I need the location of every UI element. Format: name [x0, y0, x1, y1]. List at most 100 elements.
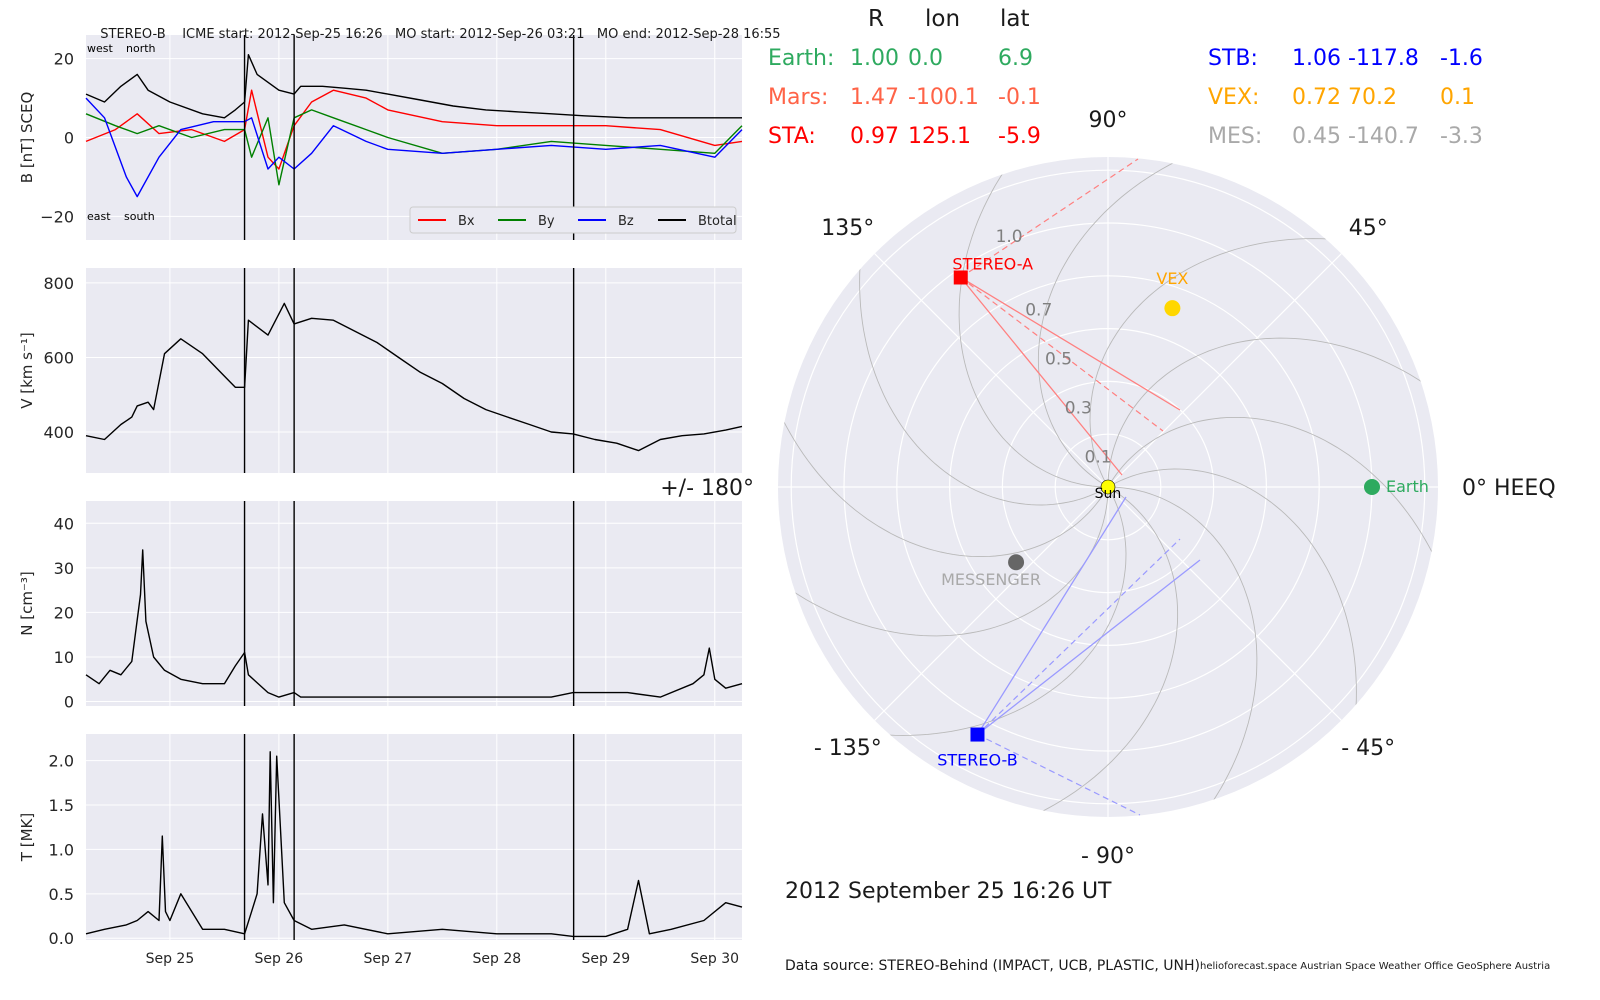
table-cell-name: STB: [1208, 46, 1258, 71]
body-label: MESSENGER [941, 570, 1041, 589]
x-tick-label: Sep 29 [581, 951, 630, 967]
y-axis-label: T [MK] [18, 813, 36, 862]
parker-spiral-line [859, 230, 1104, 506]
table-cell-r: 0.72 [1292, 85, 1341, 110]
angle-label: - 45° [1341, 736, 1395, 761]
x-tick-label: Sep 26 [255, 951, 304, 967]
parker-spiral-line [851, 491, 1127, 736]
angular-gridline [1107, 253, 1342, 488]
y-tick-label: 0.0 [49, 929, 74, 948]
radial-tick-label: 1.0 [996, 227, 1023, 247]
panel-N: 0 10 20 30 40 N [cm⁻³] [18, 501, 743, 712]
body-marker [1164, 300, 1181, 317]
y-tick-label: 20 [54, 50, 74, 69]
sta-fov-dashed-line [960, 158, 1139, 278]
angle-label: 135° [821, 216, 874, 241]
stb-fov-dashed-line [977, 538, 1181, 735]
legend-label: By [538, 214, 555, 229]
stb-fov-line [977, 559, 1201, 736]
angle-label: 0° HEEQ [1462, 476, 1556, 501]
table-cell-lat: -5.9 [998, 124, 1041, 149]
radial-tick-label: 0.1 [1085, 448, 1112, 468]
header-icme-start: ICME start: 2012-Sep-25 16:26 [182, 27, 383, 42]
parker-spiral-line [1089, 238, 1365, 483]
body-label: STEREO-A [952, 254, 1033, 273]
series-line-n [85, 549, 743, 698]
table-cell-r: 0.97 [850, 124, 899, 149]
data-source-note: Data source: STEREO-Behind (IMPACT, UCB,… [785, 958, 1200, 974]
y-tick-label: 20 [54, 603, 74, 622]
body-earth: Earth [1364, 477, 1429, 496]
polar-plot: 0.1 0.3 0.5 0.7 1.0 90° 45° 0° HEEQ - 45° - 90° - … [660, 108, 1555, 869]
y-tick-label: 400 [43, 423, 74, 442]
angle-label: - 90° [1081, 844, 1135, 869]
body-marker [970, 727, 985, 742]
parker-spiral-line [1037, 157, 1208, 485]
body-marker [1008, 554, 1025, 571]
y-tick-label: 600 [43, 348, 74, 367]
legend-box [409, 206, 737, 234]
sun-marker [1100, 479, 1116, 495]
table-cell-lat: -1.6 [1440, 46, 1483, 71]
x-tick-label: Sep 30 [690, 951, 739, 967]
annotation-east: east [87, 210, 111, 223]
date-label: 2012 September 25 16:26 UT [785, 879, 1112, 904]
body-label: STEREO-B [937, 751, 1017, 770]
legend-label: Btotal [698, 214, 737, 229]
table-cell-r: 1.47 [850, 85, 899, 110]
table-cell-lat: -0.1 [998, 85, 1041, 110]
table-cell-lon: 0.0 [908, 46, 943, 71]
annotation-west: west [87, 42, 113, 55]
table-header-r: R [868, 6, 884, 32]
header-spacecraft: STEREO-B [100, 27, 166, 42]
angular-gridline [874, 486, 1109, 721]
y-tick-label: 10 [54, 648, 74, 667]
panel-V: 400 600 800 V [km s⁻¹] [18, 268, 743, 473]
timeseries-header: STEREO-B ICME start: 2012-Sep-25 16:26 M… [92, 12, 780, 42]
panel-background [86, 734, 742, 940]
body-vex: VEX [1156, 269, 1188, 317]
y-tick-label: 0.5 [49, 885, 74, 904]
parker-spiral-line [1112, 468, 1357, 744]
y-tick-label: −20 [40, 207, 74, 226]
table-cell-lat: -3.3 [1440, 124, 1483, 149]
parker-spiral-line [958, 157, 1103, 488]
parker-spiral-line [1113, 486, 1258, 817]
table-cell-name: STA: [768, 124, 816, 149]
table-cell-lon: 125.1 [908, 124, 971, 149]
annotation-south: south [124, 210, 155, 223]
x-tick-label: Sep 28 [472, 951, 521, 967]
y-axis-label: V [km s⁻¹] [18, 332, 36, 409]
y-tick-label: 40 [54, 514, 74, 533]
panel-background [86, 268, 742, 473]
sta-fov-dashed-line [960, 277, 1164, 432]
table-cell-name: Mars: [768, 85, 829, 110]
body-stereo-b: STEREO-B [937, 727, 1018, 770]
radial-tick-label: 0.7 [1025, 301, 1052, 321]
stb-fov-line [976, 496, 1127, 735]
body-sun: Sun [1095, 479, 1121, 502]
y-tick-label: 0 [64, 129, 74, 148]
panel-background [86, 501, 742, 706]
table-cell-name: MES: [1208, 124, 1263, 149]
legend-label: Bz [618, 214, 634, 229]
table-cell-lat: 6.9 [998, 46, 1033, 71]
hi-fov-lines [960, 158, 1201, 816]
sta-fov-line [960, 276, 1181, 411]
panel-T: 0.0 0.5 1.0 1.5 2.0 T [MK] Sep 25 Sep 26 Sep 27 S… [18, 734, 743, 967]
table-cell-name: VEX: [1208, 85, 1260, 110]
parker-spiral-line [778, 387, 1106, 558]
x-tick-label: Sep 27 [364, 951, 413, 967]
series-line-v [85, 302, 743, 452]
body-messenger: MESSENGER [941, 554, 1041, 589]
table-cell-lat: 0.1 [1440, 85, 1475, 110]
y-axis-label: B [nT] SCEQ [18, 92, 36, 183]
series-line-t [85, 751, 743, 938]
table-header-lon: lon [925, 6, 961, 32]
body-marker [1364, 479, 1380, 495]
y-tick-label: 0 [64, 693, 74, 712]
table-cell-r: 1.06 [1292, 46, 1341, 71]
series-line-btotal [85, 54, 742, 119]
header-mo-start: MO start: 2012-Sep-26 03:21 [394, 27, 585, 42]
